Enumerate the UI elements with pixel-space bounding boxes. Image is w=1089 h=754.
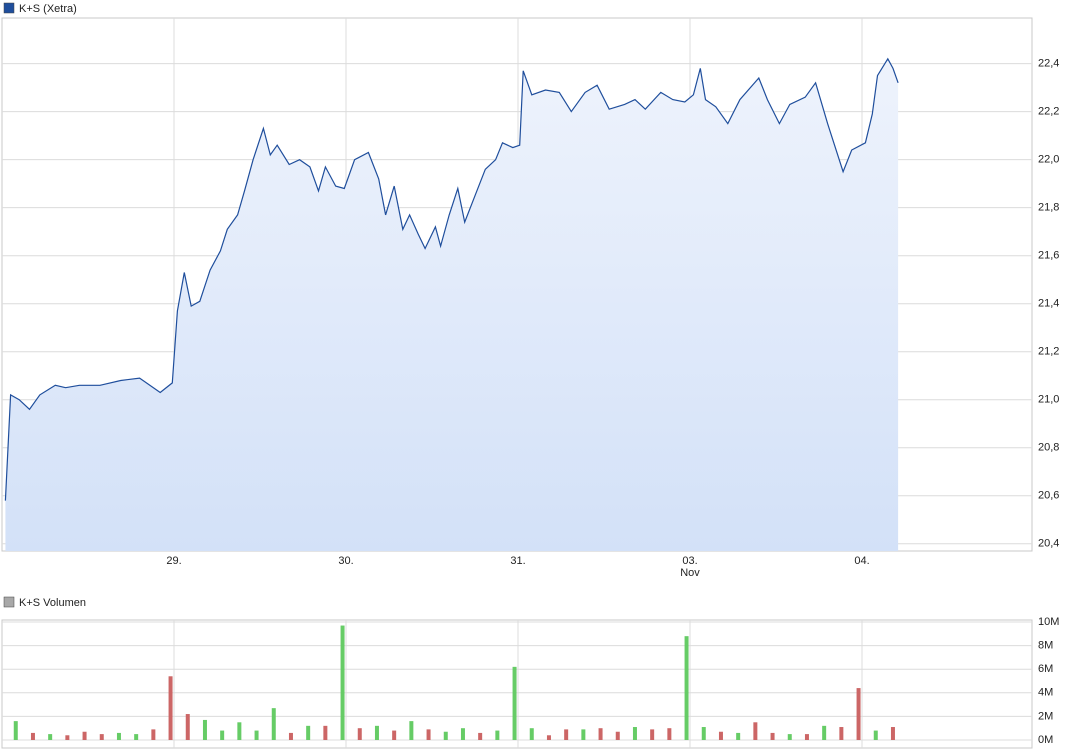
y-tick-label: 4M [1038, 687, 1053, 699]
volume-bar [271, 708, 276, 740]
y-tick-label: 2M [1038, 710, 1053, 722]
legend-swatch [3, 596, 15, 608]
volume-bar [546, 735, 551, 740]
volume-bar [13, 721, 18, 740]
y-tick-label: 20,4 [1038, 538, 1059, 550]
volume-bar [151, 729, 156, 740]
volume-bar [873, 730, 878, 740]
x-tick-label: 04. [854, 555, 869, 567]
volume-bar [340, 625, 345, 740]
volume-bar [770, 732, 775, 740]
volume-bar [409, 721, 414, 740]
price-line [4, 57, 899, 501]
volume-bar [116, 732, 121, 740]
volume-bar [564, 729, 569, 740]
volume-bar [598, 728, 603, 740]
volume-bar [512, 666, 517, 740]
x-tick-label: 30. [338, 555, 353, 567]
x-tick-label: 31. [510, 555, 525, 567]
y-tick-label: 20,8 [1038, 442, 1059, 454]
legend-label: K+S (Xetra) [19, 3, 77, 15]
volume-bar [684, 636, 689, 740]
area-fill [5, 58, 899, 552]
y-tick-label: 21,2 [1038, 346, 1059, 358]
volume-bar [374, 725, 379, 740]
volume-bar [667, 728, 672, 740]
volume-bar [254, 730, 259, 740]
volume-bar [650, 729, 655, 740]
x-annotation: Nov [680, 567, 700, 579]
volume-bar [426, 729, 431, 740]
y-tick-label: 21,4 [1038, 298, 1059, 310]
volume-bar [392, 730, 397, 740]
volume-bar [632, 727, 637, 740]
volume-bar [718, 731, 723, 740]
plot-frame [1, 619, 1033, 749]
volume-bar [168, 676, 173, 740]
volume-bar [787, 734, 792, 740]
x-tick-label: 29. [166, 555, 181, 567]
volume-bar [701, 727, 706, 740]
volume-bar [306, 725, 311, 740]
volume-bar [323, 725, 328, 740]
volume-bar [185, 714, 190, 740]
y-tick-label: 6M [1038, 663, 1053, 675]
y-tick-label: 10M [1038, 616, 1059, 628]
legend-label: K+S Volumen [19, 597, 86, 609]
y-tick-label: 22,4 [1038, 58, 1059, 70]
volume-bar [65, 735, 70, 740]
volume-bar [804, 734, 809, 740]
volume-bar [478, 732, 483, 740]
volume-bar [839, 727, 844, 740]
volume-bar [615, 731, 620, 740]
x-tick-label: 03. [682, 555, 697, 567]
volume-bar [460, 728, 465, 740]
y-tick-label: 8M [1038, 640, 1053, 652]
y-tick-label: 21,0 [1038, 394, 1059, 406]
volume-bar [82, 731, 87, 740]
volume-bar [357, 728, 362, 740]
volume-bar [202, 719, 207, 740]
volume-bar [736, 732, 741, 740]
y-tick-label: 22,2 [1038, 106, 1059, 118]
volume-bar [220, 730, 225, 740]
y-tick-label: 20,6 [1038, 490, 1059, 502]
volume-bar [134, 734, 139, 740]
volume-bar [48, 734, 53, 740]
volume-bar [822, 725, 827, 740]
volume-bar [443, 731, 448, 740]
volume-bar [237, 722, 242, 740]
volume-bar [30, 732, 35, 740]
legend-swatch [3, 2, 15, 14]
y-tick-label: 0M [1038, 734, 1053, 746]
volume-bar [890, 727, 895, 740]
y-tick-label: 22,0 [1038, 154, 1059, 166]
volume-bar [529, 728, 534, 740]
volume-bar [581, 729, 586, 740]
volume-bar [99, 734, 104, 740]
volume-bar [753, 722, 758, 740]
volume-bar [288, 732, 293, 740]
y-tick-label: 21,8 [1038, 202, 1059, 214]
volume-bar [856, 688, 861, 740]
volume-bar [495, 730, 500, 740]
y-tick-label: 21,6 [1038, 250, 1059, 262]
